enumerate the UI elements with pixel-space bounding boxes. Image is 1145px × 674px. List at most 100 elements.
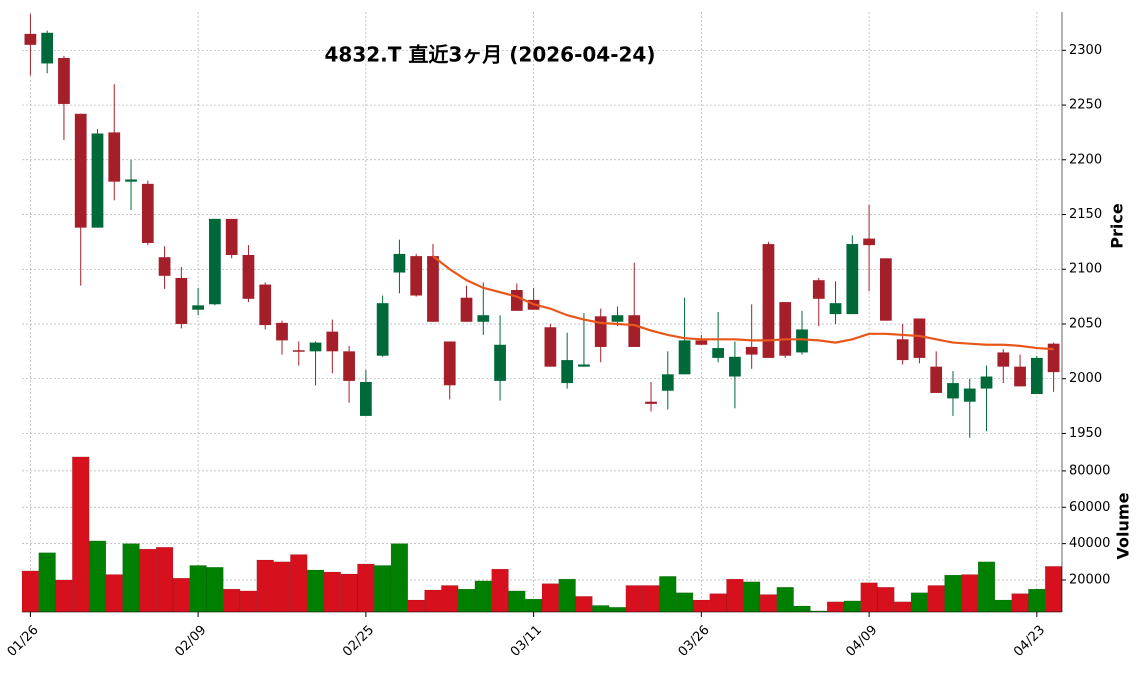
volume-bar: [659, 576, 677, 613]
candle-body: [410, 256, 423, 296]
volume-bar: [961, 574, 979, 613]
candle-body: [611, 315, 624, 322]
volume-bar: [525, 598, 543, 613]
candle-body: [896, 339, 909, 361]
volume-bar: [759, 594, 778, 613]
candle-body: [846, 244, 859, 315]
y-tick-label: 40000: [1069, 536, 1110, 551]
candle-body: [292, 350, 305, 352]
candle-body: [108, 132, 121, 182]
y-tick-label: 1950: [1069, 426, 1102, 441]
y-axis-label: Volume: [1114, 492, 1133, 559]
volume-bar: [994, 599, 1012, 613]
candle-body: [242, 255, 255, 299]
volume-bar: [239, 590, 258, 613]
volume-bar: [910, 592, 929, 613]
candle-body: [58, 57, 70, 104]
volume-bar: [726, 578, 744, 613]
candle-body: [309, 342, 322, 352]
volume-bar: [608, 607, 627, 613]
x-tick-label: 03/11: [508, 623, 545, 660]
candle-body: [695, 340, 708, 345]
volume-bar: [21, 570, 39, 613]
candle-body: [594, 316, 607, 347]
candle-body: [863, 238, 875, 246]
volume-bar: [390, 543, 409, 613]
candle-body: [729, 356, 741, 377]
volume-bar: [474, 580, 492, 613]
volume-bar: [826, 601, 845, 613]
candle-body: [192, 305, 204, 310]
candle-body: [963, 388, 976, 402]
volume-bar: [843, 600, 861, 613]
volume-bar: [223, 588, 241, 613]
x-tick-label: 03/26: [676, 623, 713, 660]
volume-bar: [374, 565, 392, 613]
y-tick-label: 2250: [1069, 98, 1102, 113]
x-tick-label: 04/23: [1011, 623, 1048, 660]
y-tick-label: 2100: [1069, 262, 1102, 277]
volume-bar: [306, 569, 325, 613]
volume-bar: [206, 567, 224, 613]
candle-body: [829, 303, 842, 315]
volume-bar: [441, 585, 459, 613]
volume-bar: [122, 543, 140, 613]
volume-bar: [424, 589, 442, 613]
candle-body: [712, 348, 724, 358]
candle-body: [510, 290, 523, 311]
volume-bar: [541, 583, 559, 613]
candle-body: [460, 297, 473, 322]
candle-body: [678, 340, 691, 375]
candle-body: [326, 331, 339, 352]
volume-bar: [977, 561, 996, 613]
candle-body: [225, 218, 238, 256]
volume-bar: [273, 561, 291, 613]
candle-body: [930, 366, 943, 393]
x-tick-label: 02/25: [340, 623, 377, 660]
volume-bar: [793, 605, 811, 613]
candle-body: [762, 244, 775, 358]
volume-bar: [105, 574, 123, 613]
y-tick-label: 20000: [1069, 573, 1110, 588]
candle-body: [376, 303, 389, 356]
candle-body: [947, 383, 959, 399]
volume-bar: [944, 574, 962, 613]
candle-body: [796, 329, 808, 353]
volume-bar: [323, 571, 341, 613]
x-tick-label: 02/09: [172, 623, 209, 660]
volume-bar: [155, 547, 174, 613]
candle-body: [125, 179, 137, 182]
volume-bar: [290, 554, 308, 613]
volume-bar: [357, 563, 375, 613]
volume-bar: [72, 456, 90, 613]
volume-bar: [776, 587, 794, 613]
y-axis-label: Price: [1108, 203, 1127, 249]
y-tick-label: 2200: [1069, 152, 1102, 167]
candle-body: [913, 318, 926, 358]
volume-bar: [457, 588, 476, 613]
candle-body: [276, 322, 288, 341]
candle-body: [74, 113, 87, 228]
candle-body: [578, 364, 590, 367]
y-tick-label: 2000: [1069, 371, 1102, 386]
y-tick-label: 80000: [1069, 463, 1110, 478]
candle-body: [880, 258, 892, 321]
candle-body: [779, 302, 792, 356]
candle-body: [209, 218, 221, 305]
x-tick-label: 01/26: [5, 623, 42, 660]
candle-body: [393, 253, 406, 273]
candle-body: [91, 133, 104, 228]
volume-bar: [675, 592, 694, 613]
volume-bar: [860, 582, 878, 613]
volume-bar: [55, 579, 73, 613]
volume-bar: [592, 605, 610, 613]
candle-body: [24, 33, 37, 45]
candle-body: [1030, 357, 1043, 395]
candle-body: [443, 341, 456, 386]
candle-body: [158, 257, 171, 276]
volume-bar: [491, 568, 509, 613]
volume-bar: [172, 577, 190, 613]
chart-title: 4832.T 直近3ヶ月 (2026-04-24): [325, 43, 656, 67]
volume-bar: [877, 587, 895, 613]
